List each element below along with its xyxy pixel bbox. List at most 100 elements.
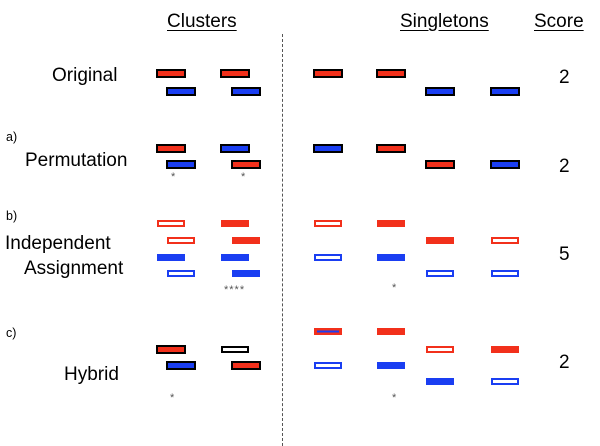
bar-rect	[156, 69, 186, 78]
bar-glyph-red	[231, 160, 261, 169]
bar-glyph-red	[232, 237, 260, 244]
bar-glyph-blue	[157, 254, 185, 261]
bar-rect	[491, 346, 519, 353]
bar-glyph-blue	[232, 270, 260, 277]
bar-rect	[313, 144, 343, 153]
bar-glyph-red	[156, 345, 186, 354]
bar-glyph-blue	[490, 160, 520, 169]
bar-glyph-blue	[220, 144, 250, 153]
bar-rect	[426, 346, 454, 353]
score-permutation: 2	[559, 156, 570, 177]
bar-glyph-red	[167, 237, 195, 244]
star-marker: *	[392, 392, 398, 404]
bar-glyph-blue	[166, 160, 196, 169]
bar-glyph-blue	[167, 270, 195, 277]
bar-rect	[221, 220, 249, 227]
bar-glyph-red	[221, 220, 249, 227]
bar-glyph-blue	[314, 362, 342, 369]
bar-glyph-red	[491, 237, 519, 244]
bar-rect	[221, 254, 249, 261]
row-label-assignment: Assignment	[24, 258, 124, 279]
bar-glyph-red	[377, 328, 405, 335]
bar-rect	[220, 69, 250, 78]
star-marker: *	[392, 282, 398, 294]
bar-glyph-blue	[313, 144, 343, 153]
bar-rect	[490, 87, 520, 96]
bar-rect	[490, 160, 520, 169]
bar-rect	[167, 237, 195, 244]
bar-glyph-white	[221, 346, 249, 353]
star-marker: *	[170, 392, 176, 404]
score-independent: 5	[559, 244, 570, 265]
bar-glyph-red	[425, 160, 455, 169]
bar-glyph-red	[426, 346, 454, 353]
bar-glyph-blue	[231, 87, 261, 96]
bar-glyph-blue	[491, 270, 519, 277]
bar-glyph-red	[313, 69, 343, 78]
bar-rect	[491, 270, 519, 277]
bar-glyph-red	[231, 361, 261, 370]
bar-rect	[376, 144, 406, 153]
bar-glyph-red	[314, 220, 342, 227]
star-marker: *	[171, 171, 177, 183]
bar-rect	[426, 237, 454, 244]
bar-glyph-blue	[221, 254, 249, 261]
bar-rect	[232, 237, 260, 244]
bar-glyph-red	[426, 237, 454, 244]
clusters-header: Clusters	[167, 11, 237, 32]
bar-glyph-blue	[425, 87, 455, 96]
bar-rect	[156, 144, 186, 153]
row-label-independent: Independent	[5, 233, 111, 254]
bar-glyph-red	[314, 328, 342, 335]
bar-rect	[314, 254, 342, 261]
bar-rect	[491, 237, 519, 244]
row-letter-c: c)	[6, 326, 17, 340]
bar-glyph-blue	[490, 87, 520, 96]
row-label-original: Original	[52, 65, 118, 86]
bar-rect	[232, 270, 260, 277]
bar-rect	[314, 220, 342, 227]
bar-stripe	[317, 330, 339, 333]
bar-rect	[377, 220, 405, 227]
bar-rect	[166, 87, 196, 96]
bar-glyph-red	[376, 69, 406, 78]
bar-glyph-red	[157, 220, 185, 227]
bar-rect	[426, 270, 454, 277]
bar-rect	[491, 378, 519, 385]
bar-rect	[157, 220, 185, 227]
bar-glyph-red	[491, 346, 519, 353]
bar-glyph-red	[156, 144, 186, 153]
score-hybrid: 2	[559, 352, 570, 373]
bar-rect	[167, 270, 195, 277]
bar-glyph-blue	[491, 378, 519, 385]
bar-rect	[166, 361, 196, 370]
bar-glyph-blue	[314, 254, 342, 261]
bar-glyph-red	[376, 144, 406, 153]
bar-glyph-blue	[426, 270, 454, 277]
bar-glyph-blue	[426, 378, 454, 385]
row-label-hybrid: Hybrid	[64, 364, 119, 385]
bar-glyph-blue	[166, 87, 196, 96]
bar-rect	[231, 87, 261, 96]
star-marker: *	[241, 171, 247, 183]
bar-rect	[313, 69, 343, 78]
star-marker: ****	[224, 284, 246, 296]
bar-glyph-blue	[166, 361, 196, 370]
bar-rect	[220, 144, 250, 153]
bar-rect	[166, 160, 196, 169]
dashed-divider	[282, 34, 283, 446]
bar-rect	[157, 254, 185, 261]
bar-rect	[221, 346, 249, 353]
bar-rect	[156, 345, 186, 354]
bar-glyph-blue	[377, 254, 405, 261]
bar-glyph-red	[220, 69, 250, 78]
bar-rect	[426, 378, 454, 385]
row-label-permutation: Permutation	[25, 150, 128, 171]
singletons-header: Singletons	[400, 11, 489, 32]
bar-rect	[231, 160, 261, 169]
bar-rect	[377, 254, 405, 261]
bar-rect	[425, 160, 455, 169]
bar-rect	[314, 362, 342, 369]
